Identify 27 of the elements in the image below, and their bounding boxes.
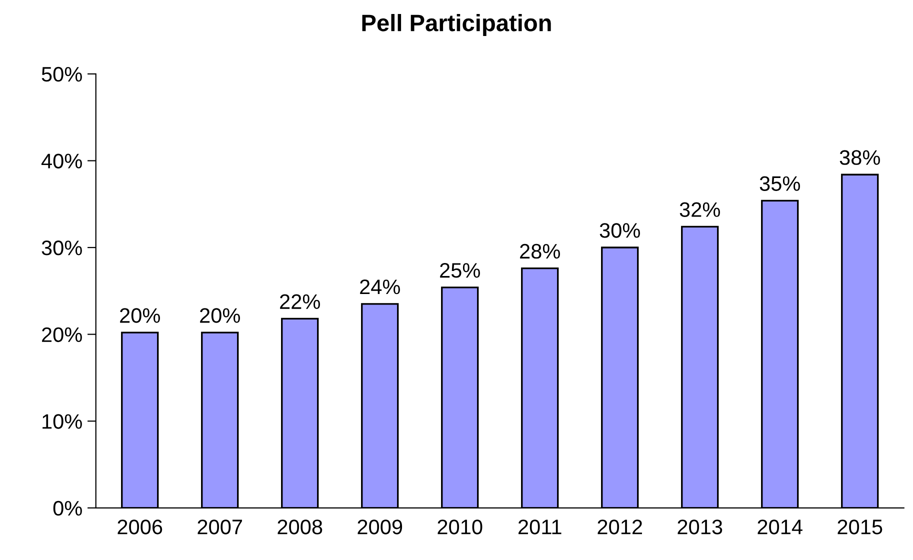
x-tick-label: 2010 — [438, 520, 482, 534]
y-tick-label: 50% — [42, 66, 82, 82]
x-tick-label: 2009 — [358, 520, 402, 534]
data-label: 38% — [840, 150, 880, 165]
y-tick-label: 40% — [41, 154, 82, 168]
data-label: 22% — [280, 294, 320, 309]
y-tick-label: 30% — [42, 240, 82, 256]
x-tick-label: 2012 — [598, 520, 642, 534]
y-tick-label: 10% — [42, 414, 82, 429]
data-label: 30% — [600, 223, 640, 238]
data-label: 25% — [440, 263, 480, 278]
data-label: 24% — [360, 280, 400, 294]
y-tick-label: 20% — [42, 327, 82, 342]
x-tick-label: 2015 — [838, 520, 882, 534]
data-label: 20% — [200, 308, 240, 323]
data-label: 35% — [760, 176, 800, 191]
chart-title: Pell Participation — [362, 14, 551, 36]
x-tick-label: 2013 — [678, 520, 722, 534]
x-tick-label: 2006 — [118, 520, 162, 534]
y-tick-label: 0% — [53, 500, 82, 516]
data-label: 20% — [120, 308, 160, 323]
data-label: 28% — [520, 244, 560, 259]
x-tick-label: 2008 — [278, 520, 322, 534]
x-tick-label: 2014 — [758, 520, 802, 534]
data-label: 32% — [680, 202, 720, 218]
x-tick-label: 2011 — [518, 520, 562, 534]
x-tick-label: 2007 — [198, 520, 242, 534]
